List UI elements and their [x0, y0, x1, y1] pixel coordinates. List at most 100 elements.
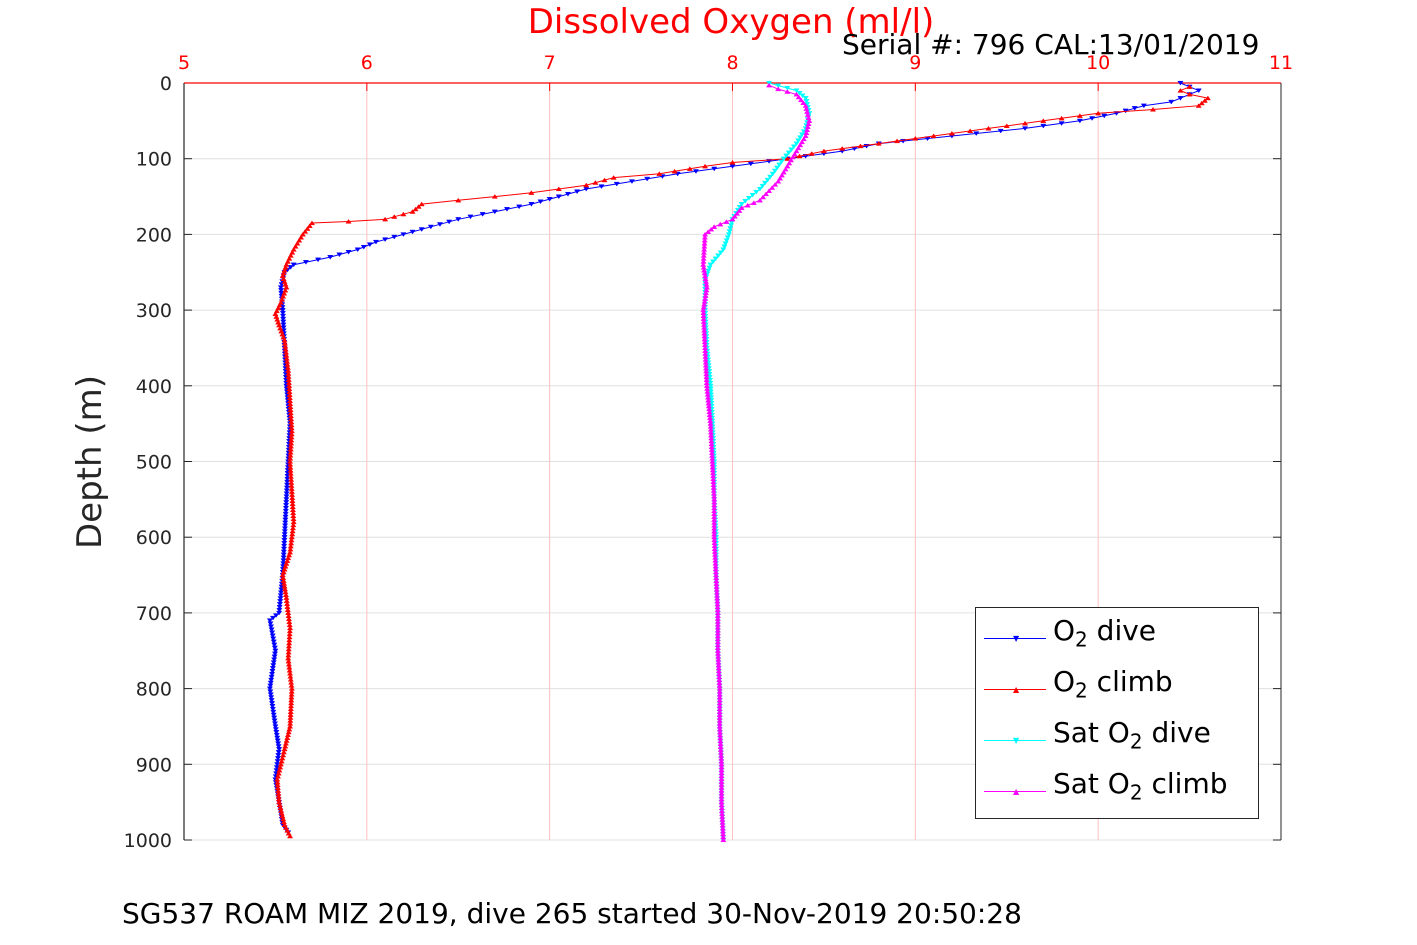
- data-point: [1186, 91, 1193, 97]
- data-point: [269, 669, 276, 674]
- data-point: [288, 691, 295, 697]
- data-point: [718, 776, 725, 781]
- data-point: [280, 322, 287, 328]
- data-point: [279, 308, 286, 313]
- data-point: [555, 194, 562, 200]
- data-point: [285, 643, 293, 649]
- data-point: [709, 467, 716, 473]
- data-point: [288, 537, 295, 543]
- data-point: [1140, 103, 1147, 109]
- x-tick-label: 6: [361, 52, 373, 74]
- data-point: [711, 502, 718, 508]
- data-point: [282, 520, 289, 526]
- data-point: [702, 231, 709, 237]
- data-point: [277, 325, 284, 331]
- data-point: [1204, 95, 1211, 101]
- data-point: [275, 744, 282, 749]
- x-tick-label: 10: [1086, 52, 1110, 74]
- data-point: [808, 151, 815, 156]
- data-point: [720, 831, 727, 837]
- data-point: [711, 520, 718, 525]
- data-point: [285, 368, 292, 373]
- data-point: [702, 359, 709, 365]
- data-point: [715, 253, 722, 259]
- data-point: [601, 177, 608, 183]
- data-point: [286, 625, 294, 631]
- data-point: [290, 519, 297, 525]
- data-point: [286, 664, 293, 670]
- data-point: [273, 730, 280, 735]
- x-tick-label: 8: [726, 52, 738, 74]
- data-point: [288, 688, 295, 694]
- data-point: [275, 319, 282, 325]
- data-point: [967, 128, 974, 134]
- data-point: [613, 181, 620, 187]
- data-point: [716, 686, 723, 691]
- data-point: [268, 671, 276, 677]
- data-point: [278, 587, 285, 593]
- data-point: [701, 327, 708, 333]
- data-point: [273, 732, 280, 738]
- data-point: [276, 799, 283, 805]
- data-point: [930, 133, 937, 139]
- data-point: [284, 735, 291, 740]
- data-point: [1021, 126, 1029, 131]
- data-point: [701, 325, 708, 330]
- data-point: [765, 82, 773, 88]
- data-point: [409, 209, 416, 214]
- data-point: [671, 168, 678, 174]
- data-point: [804, 112, 811, 117]
- data-point: [729, 216, 736, 222]
- data-point: [281, 532, 288, 537]
- data-point: [287, 474, 295, 479]
- data-point: [288, 700, 295, 706]
- data-point: [706, 406, 713, 412]
- data-point: [714, 613, 721, 618]
- data-point: [715, 671, 723, 677]
- data-point: [287, 712, 294, 717]
- data-point: [1095, 110, 1102, 116]
- data-point: [711, 517, 718, 522]
- data-point: [285, 655, 292, 661]
- data-point: [702, 348, 709, 353]
- data-point: [703, 374, 710, 380]
- data-point: [279, 331, 286, 337]
- data-point: [701, 267, 708, 273]
- data-point: [269, 615, 277, 621]
- data-point: [712, 572, 720, 578]
- data-point: [284, 604, 291, 609]
- data-point: [708, 447, 715, 452]
- data-point: [283, 598, 290, 603]
- data-point: [287, 673, 294, 679]
- data-point: [1195, 88, 1202, 94]
- data-point: [713, 575, 720, 581]
- data-point: [708, 441, 715, 447]
- data-point: [284, 558, 291, 563]
- data-point: [712, 256, 719, 262]
- data-point: [803, 130, 810, 136]
- data-point: [288, 431, 295, 437]
- data-point: [446, 219, 453, 225]
- data-point: [283, 500, 290, 505]
- data-point: [274, 773, 282, 779]
- data-point: [711, 514, 718, 519]
- data-point: [287, 721, 294, 726]
- data-point: [275, 793, 282, 799]
- data-point: [286, 619, 293, 625]
- data-point: [705, 268, 712, 274]
- data-point: [283, 485, 291, 491]
- data-point: [280, 816, 287, 822]
- down-triangle-marker-icon: ▼: [1013, 634, 1020, 643]
- data-point: [718, 799, 725, 805]
- data-point: [288, 419, 295, 425]
- data-point: [713, 581, 720, 586]
- data-point: [710, 479, 717, 484]
- data-point: [719, 817, 726, 822]
- data-point: [289, 250, 296, 255]
- data-point: [893, 138, 901, 144]
- data-point: [372, 239, 380, 245]
- data-point: [273, 765, 280, 770]
- data-point: [719, 814, 726, 819]
- data-point: [271, 642, 278, 648]
- data-point: [279, 310, 286, 316]
